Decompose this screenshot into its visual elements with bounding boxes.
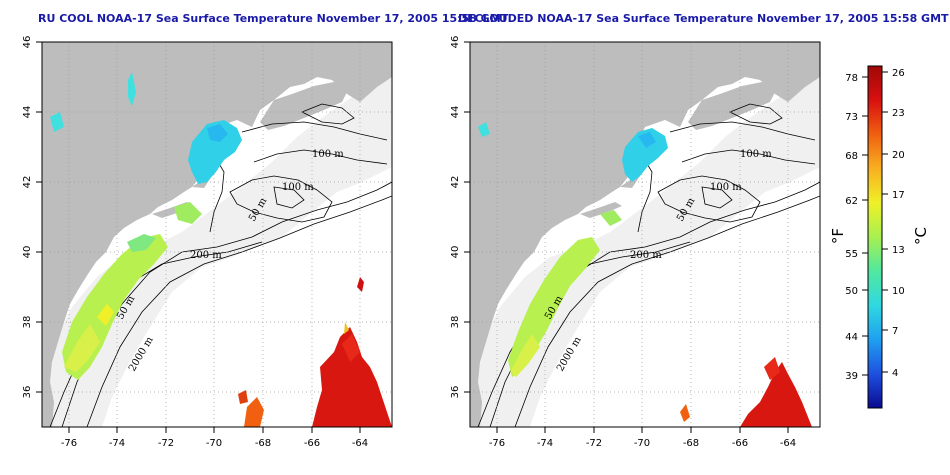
lat-tick: 40: [22, 246, 33, 259]
contour-label-200m: 200 m: [190, 250, 222, 261]
sst-patch-gulf-stream: [312, 327, 392, 427]
lon-tick: -76: [61, 438, 77, 449]
panel-1-title: RU COOL NOAA-17 Sea Surface Temperature …: [38, 12, 509, 25]
celsius-tick: 13: [892, 245, 905, 256]
fahrenheit-tick: 44: [845, 332, 858, 343]
fahrenheit-tick: 39: [845, 371, 858, 382]
celsius-tick: 17: [892, 190, 905, 201]
contour-label-100m-a: 100 m: [740, 149, 772, 160]
lat-tick: 46: [450, 36, 461, 49]
lat-tick: 40: [450, 246, 461, 259]
lat-tick: 36: [22, 386, 33, 399]
contour-label-100m-a: 100 m: [312, 149, 344, 160]
lon-tick: -72: [158, 438, 174, 449]
contour-label-200m: 200 m: [630, 250, 662, 261]
fahrenheit-tick: 78: [845, 73, 858, 84]
celsius-tick: 26: [892, 68, 905, 79]
celsius-tick: 10: [892, 286, 905, 297]
lon-tick: -64: [352, 438, 368, 449]
map-panel-2: 100 m 100 m 50 m 200 m 50 m 2000 m -76 -…: [450, 36, 821, 449]
map-panel-1: 100 m 100 m 50 m 200 m 50 m 2000 m -76 -…: [22, 36, 393, 449]
lat-tick: 44: [450, 106, 461, 119]
colorbar: 78 73 68 62 55 50 44 39 26 23 20 17 13 1…: [829, 65, 930, 409]
sst-patch-shelf-north: [174, 202, 202, 224]
lat-tick: 38: [22, 316, 33, 329]
lat-tick: 42: [450, 176, 461, 189]
lat-tick: 38: [450, 316, 461, 329]
lat-tick: 46: [22, 36, 33, 49]
celsius-tick: 23: [892, 108, 905, 119]
contour-label-100m-b: 100 m: [282, 182, 314, 193]
fahrenheit-tick: 50: [845, 286, 858, 297]
sst-patch-gulf-of-maine: [188, 120, 242, 184]
fahrenheit-axis-label: °F: [829, 228, 847, 244]
lat-tick: 42: [22, 176, 33, 189]
sst-patch-gulf-stream: [740, 362, 812, 427]
lon-tick: -74: [109, 438, 125, 449]
fahrenheit-tick: 62: [845, 196, 858, 207]
lon-tick: -70: [206, 438, 222, 449]
lon-tick: -76: [489, 438, 505, 449]
lon-tick: -68: [683, 438, 699, 449]
lon-tick: -66: [304, 438, 320, 449]
lon-tick: -66: [732, 438, 748, 449]
lon-tick: -70: [634, 438, 650, 449]
contour-label-100m-b: 100 m: [710, 182, 742, 193]
panel-2-title: DECLOUDED NOAA-17 Sea Surface Temperatur…: [458, 12, 949, 25]
celsius-tick: 4: [892, 368, 898, 379]
celsius-axis-label: °C: [912, 227, 930, 245]
colorbar-gradient: [867, 65, 883, 409]
sst-patch-gulf-of-maine: [622, 128, 668, 182]
lat-tick: 36: [450, 386, 461, 399]
celsius-tick: 20: [892, 150, 905, 161]
fahrenheit-tick: 55: [845, 249, 858, 260]
lat-tick: 44: [22, 106, 33, 119]
lon-tick: -64: [780, 438, 796, 449]
fahrenheit-tick: 68: [845, 151, 858, 162]
fahrenheit-tick: 73: [845, 112, 858, 123]
celsius-tick: 7: [892, 326, 898, 337]
lon-tick: -68: [255, 438, 271, 449]
lon-tick: -74: [537, 438, 553, 449]
lon-tick: -72: [586, 438, 602, 449]
